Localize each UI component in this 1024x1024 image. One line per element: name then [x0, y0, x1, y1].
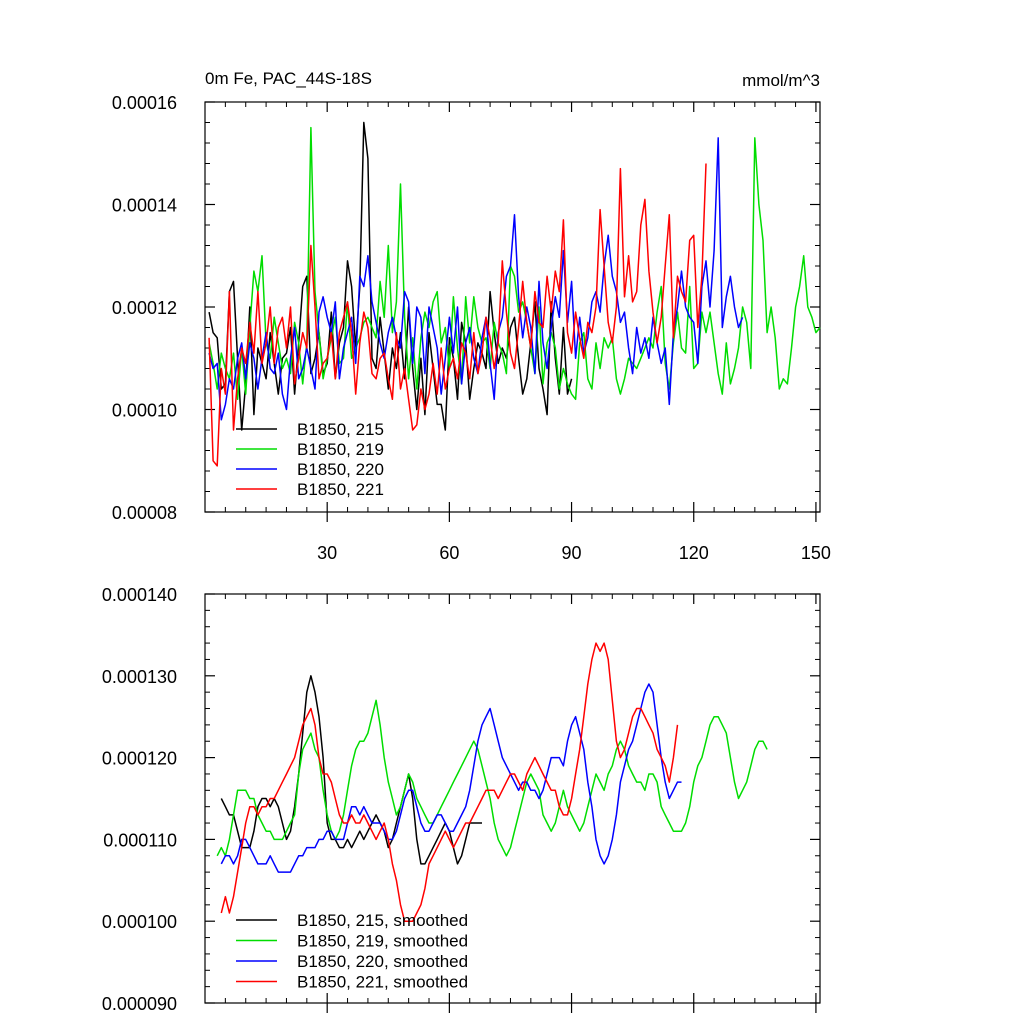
legend-label: B1850, 221, smoothed	[297, 973, 468, 992]
series-line-1	[208, 121, 573, 431]
x-tick-label: 60	[439, 543, 459, 563]
series-line-2	[216, 699, 768, 857]
y-tick-label: 0.000130	[102, 667, 177, 687]
y-tick-label: 0.00016	[112, 93, 177, 113]
legend-label: B1850, 219, smoothed	[297, 932, 468, 951]
series-line-2	[208, 126, 821, 401]
x-tick-label: 90	[562, 543, 582, 563]
legend-label: B1850, 221	[297, 480, 384, 499]
y-tick-label: 0.00008	[112, 503, 177, 523]
legend-label: B1850, 220, smoothed	[297, 952, 468, 971]
top-panel: 0m Fe, PAC_44S-18S mmol/m^3 0.00008 0.000…	[112, 69, 831, 563]
y-tick-label: 0.00014	[112, 196, 177, 216]
legend-label: B1850, 215	[297, 420, 384, 439]
series-line-3	[220, 683, 682, 873]
x-tick-label: 30	[317, 543, 337, 563]
legend-label: B1850, 219	[297, 440, 384, 459]
x-tick-label: 150	[801, 543, 831, 563]
chart-title: 0m Fe, PAC_44S-18S	[205, 69, 372, 88]
legend-label: B1850, 220	[297, 460, 384, 479]
units-label: mmol/m^3	[742, 71, 820, 90]
y-tick-label: 0.000090	[102, 994, 177, 1014]
y-tick-label: 0.00012	[112, 298, 177, 318]
series-line-4	[220, 642, 679, 922]
plot-frame	[204, 593, 821, 1004]
series-line-4	[208, 163, 707, 467]
y-tick-label: 0.000120	[102, 749, 177, 769]
x-tick-label: 120	[679, 543, 709, 563]
bottom-panel: 0.000090 0.000100 0.000110 0.000120 0.000130…	[102, 585, 821, 1014]
y-tick-label: 0.000100	[102, 912, 177, 932]
y-tick-label: 0.00010	[112, 401, 177, 421]
series-line-3	[208, 137, 744, 421]
series-line-1	[220, 675, 482, 865]
y-tick-label: 0.000110	[103, 830, 177, 850]
y-tick-label: 0.000140	[102, 585, 177, 605]
legend-label: B1850, 215, smoothed	[297, 911, 468, 930]
